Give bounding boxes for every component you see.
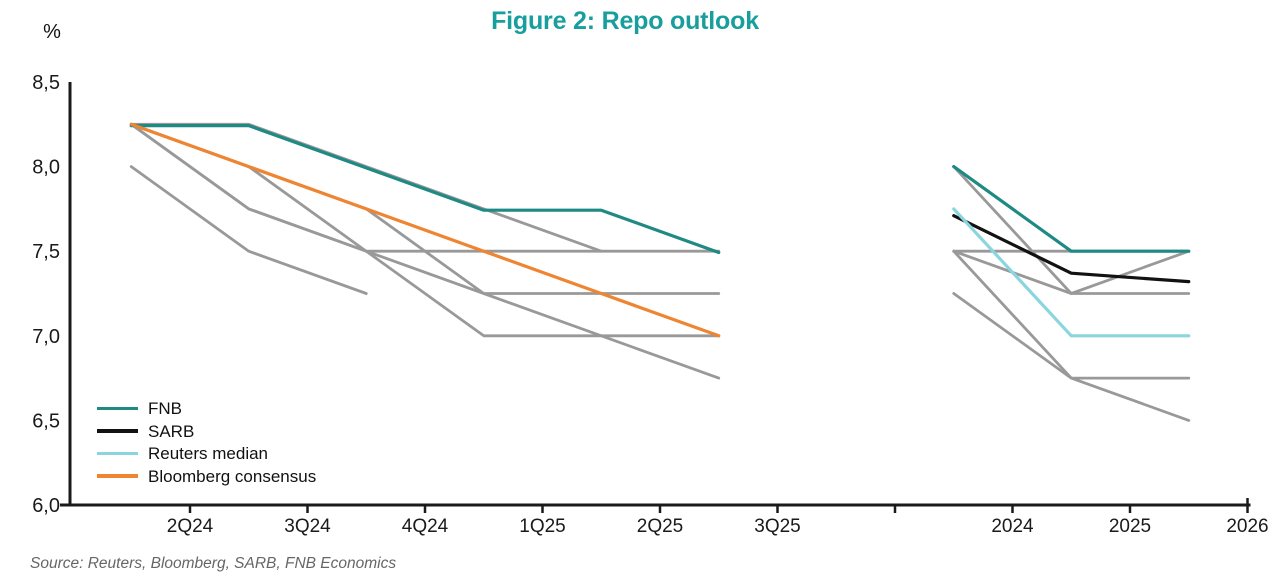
sarb-line-swatch (97, 429, 138, 433)
x-axis-tick (306, 505, 309, 513)
y-axis-line (68, 82, 72, 507)
x-axis-tick (658, 505, 662, 513)
series-line-quarterly-forecasts-forecaster-5 (129, 122, 721, 295)
x-axis-tick (776, 505, 779, 513)
x-axis-tick (423, 505, 427, 513)
x-axis-tick (1128, 505, 1132, 513)
x-tick-label-2025: 2025 (1109, 516, 1151, 537)
series-line-annual-forecasts-forecaster-10 (952, 249, 1191, 380)
series-line-annual-forecasts-reuters-median (952, 207, 1191, 338)
legend-item-sarb: SARB (97, 422, 194, 441)
y-tick-label-6_5: 6,5 (32, 410, 60, 432)
legend-item-reuters-median: Reuters median (97, 444, 268, 463)
series-line-quarterly-forecasts-forecaster-1 (129, 122, 603, 253)
x-tick-label-4Q24: 4Q24 (402, 516, 449, 537)
y-tick-label-7_0: 7,0 (32, 326, 60, 348)
legend-label-reuters-median: Reuters median (148, 444, 269, 463)
x-tick-label-1Q25: 1Q25 (519, 516, 565, 537)
legend-label-bloomberg-consensus: Bloomberg consensus (148, 466, 317, 486)
series-line-quarterly-forecasts-forecaster-3 (129, 165, 368, 295)
x-tick-label-2024: 2024 (991, 516, 1034, 537)
y-tick-label-7_5: 7,5 (32, 241, 60, 263)
x-tick-label-2Q25: 2Q25 (637, 516, 683, 537)
y-tick-label-6_0: 6,0 (32, 495, 60, 517)
source-note: Source: Reuters, Bloomberg, SARB, FNB Ec… (30, 555, 397, 572)
chart-title: Figure 2: Repo outlook (491, 7, 759, 35)
series-line-annual-forecasts-forecaster-11 (952, 292, 1191, 422)
reuters-median-line-swatch (97, 451, 138, 456)
series-line-quarterly-forecasts-forecaster-6 (129, 122, 721, 380)
x-axis-tick (541, 505, 544, 513)
series-line-annual-forecasts-sarb (952, 214, 1191, 284)
series-line-quarterly-forecasts-bloomberg-consensus (129, 122, 721, 338)
y-tick-label-8_5: 8,5 (32, 72, 60, 94)
legend-item-fnb: FNB (97, 399, 182, 418)
x-axis-tick (1246, 498, 1249, 513)
x-tick-label-2026: 2026 (1226, 516, 1268, 537)
legend-label-fnb: FNB (148, 399, 182, 418)
y-axis-origin-tick (60, 503, 70, 507)
legend-label-sarb: SARB (148, 421, 195, 441)
x-axis-tick (188, 505, 192, 513)
bloomberg-consensus-line-swatch (97, 474, 138, 478)
x-tick-label-3Q25: 3Q25 (754, 516, 800, 537)
series-line-annual-forecasts-fnb (952, 165, 1191, 253)
y-tick-label-8_0: 8,0 (32, 157, 60, 179)
x-tick-label-3Q24: 3Q24 (284, 516, 331, 537)
fnb-line-swatch (97, 406, 138, 411)
x-axis-tick (893, 505, 897, 513)
y-axis-unit-label: % (43, 21, 61, 43)
x-tick-label-2Q24: 2Q24 (167, 516, 214, 537)
series-line-quarterly-forecasts-fnb (129, 123, 721, 255)
x-axis-tick (1011, 505, 1014, 513)
legend-item-bloomberg-consensus: Bloomberg consensus (97, 467, 316, 486)
series-line-annual-forecasts-forecaster-9 (952, 249, 1191, 295)
